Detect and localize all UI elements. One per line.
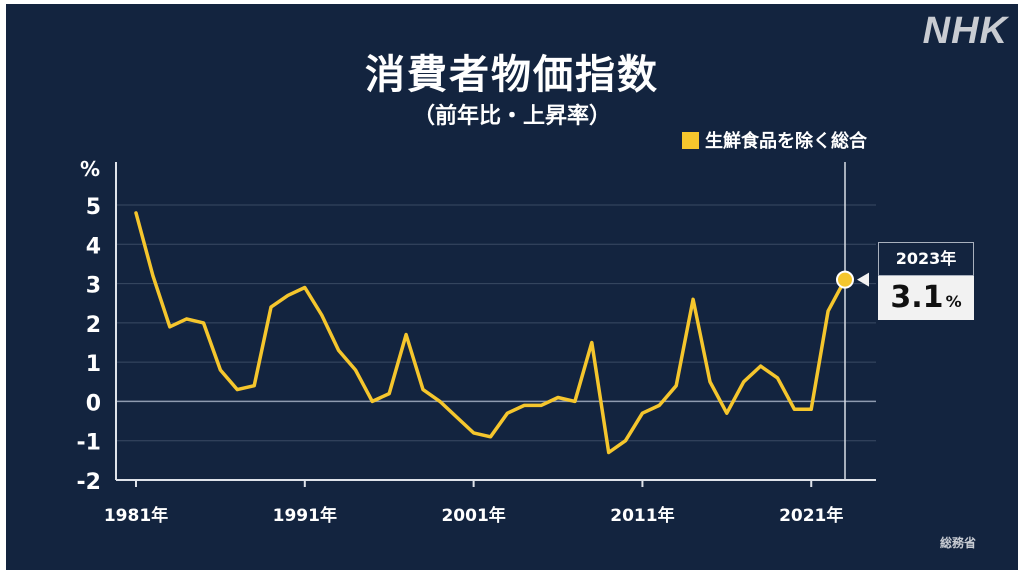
data-point [455,415,458,419]
data-point [506,412,509,415]
data-point [810,408,813,411]
data-point [236,388,239,391]
chart-panel: 5 4 3 2 1 0 -1 -2% 1981年 1991年 2001年 2011年 2021年 NHK… [6,4,1018,570]
data-point [388,392,391,395]
data-point [624,439,627,442]
data-point [658,404,661,407]
data-point [573,400,577,403]
x-tick-label: 2011年 [610,505,674,526]
y-tick-label: 2 [86,313,101,338]
legend-label: 生鮮食品を除く総合 [705,131,867,152]
data-point [185,317,188,321]
data-point [641,412,644,415]
callout-pointer [857,272,869,287]
y-tick-label: 3 [86,274,101,299]
data-point [286,294,290,297]
data-point [404,333,408,336]
data-point [151,274,155,277]
data-point [759,364,762,368]
legend: 生鮮食品を除く総合 [682,127,867,153]
data-point [303,286,307,289]
data-point [691,298,695,301]
highlight-point [836,270,854,289]
y-tick-label: 1 [86,352,101,377]
data-point [168,325,171,328]
y-tick-label: -2 [77,470,101,495]
data-point [725,412,729,415]
y-tick-label: 0 [86,391,101,416]
data-point [337,349,340,352]
callout-unit: % [945,292,962,311]
data-point [742,380,745,383]
chart-subtitle: （前年比・上昇率） [412,104,611,129]
data-point [354,368,357,372]
source-credit: 総務省 [939,536,976,550]
data-point [793,408,796,411]
data-point [252,384,256,387]
series-line [134,211,847,455]
data-point [590,341,593,344]
x-tick-label: 2021年 [779,505,843,526]
data-point [219,368,222,372]
data-point [438,400,442,403]
callout-year: 2023年 [878,242,974,276]
y-tick-label: 4 [86,234,101,259]
data-point [708,380,712,383]
y-tick-label: 5 [86,195,101,220]
data-point [607,451,610,454]
chart-title: 消費者物価指数 [365,52,659,98]
callout-value-box: 3.1% [878,276,974,320]
data-point [489,435,492,438]
y-axis-label: % [80,157,100,181]
data-point [826,309,830,313]
data-point [472,431,475,435]
data-point [539,404,543,407]
legend-swatch [682,131,699,149]
data-point [371,400,374,403]
data-point [202,321,205,325]
nhk-logo: NHK [922,10,1008,52]
x-tick-label: 1991年 [273,505,337,526]
data-point [674,384,678,387]
y-tick-label: -1 [77,431,101,456]
data-point [556,396,560,399]
data-point [523,404,526,407]
data-point [776,376,779,380]
data-point [320,313,323,317]
x-tick-label: 1981年 [104,505,168,526]
data-point [269,305,273,309]
line-chart: 5 4 3 2 1 0 -1 -2% 1981年 1991年 2001年 2011年 2021年 [77,157,876,526]
callout-value: 3.1 [890,280,944,315]
x-tick-label: 2001年 [441,505,505,526]
data-point [421,388,425,391]
data-point [134,211,138,215]
